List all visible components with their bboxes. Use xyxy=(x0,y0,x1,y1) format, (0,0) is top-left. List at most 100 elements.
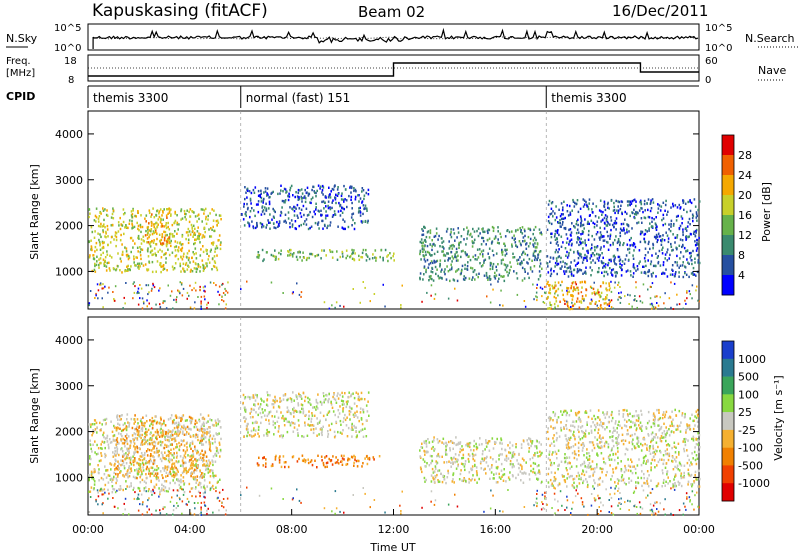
scatter-cell xyxy=(282,455,285,458)
scatter-cell xyxy=(343,403,345,406)
scatter-cell xyxy=(120,418,122,421)
scatter-cell xyxy=(282,394,285,397)
scatter-cell xyxy=(315,405,318,408)
scatter-cell xyxy=(583,227,585,230)
scatter-cell xyxy=(633,265,635,269)
scatter-cell xyxy=(166,216,168,219)
scatter-cell xyxy=(186,252,189,255)
scatter-cell xyxy=(350,428,353,431)
scatter-cell xyxy=(133,463,135,467)
scatter-cell xyxy=(685,250,687,253)
scatter-cell xyxy=(614,275,617,278)
nave-tick-top: 60 xyxy=(705,56,718,67)
scatter-cell xyxy=(215,454,218,457)
scatter-cell xyxy=(534,256,537,259)
scatter-cell xyxy=(112,438,115,441)
scatter-cell xyxy=(644,260,647,263)
scatter-cell xyxy=(104,418,106,421)
scatter-cell xyxy=(162,431,164,434)
scatter-cell xyxy=(508,230,511,234)
scatter-cell xyxy=(118,467,120,470)
scatter-cell xyxy=(114,450,116,453)
scatter-cell xyxy=(136,476,138,480)
scatter-cell xyxy=(140,238,143,241)
scatter-cell xyxy=(149,233,151,237)
scatter-cell xyxy=(620,291,622,294)
scatter-cell xyxy=(471,240,474,243)
scatter-cell xyxy=(282,292,284,294)
scatter-cell xyxy=(360,397,362,401)
scatter-cell xyxy=(196,421,198,424)
scatter-cell xyxy=(246,202,248,206)
scatter-cell xyxy=(131,434,134,437)
scatter-cell xyxy=(103,264,106,267)
scatter-cell xyxy=(472,276,474,279)
scatter-cell xyxy=(153,286,156,289)
scatter-cell xyxy=(203,289,205,292)
scatter-cell xyxy=(94,297,96,299)
scatter-cell xyxy=(486,229,489,233)
scatter-cell xyxy=(453,232,456,235)
scatter-cell xyxy=(107,235,109,238)
scatter-cell xyxy=(423,258,426,261)
scatter-cell xyxy=(315,195,317,198)
scatter-cell xyxy=(134,433,137,436)
scatter-cell xyxy=(139,265,141,268)
scatter-cell xyxy=(339,419,342,423)
scatter-cell xyxy=(345,463,347,466)
scatter-cell xyxy=(449,268,451,272)
scatter-cell xyxy=(215,266,218,269)
scatter-cell xyxy=(153,440,155,444)
scatter-cell xyxy=(181,282,183,285)
scatter-cell xyxy=(649,297,652,300)
scatter-cell xyxy=(98,471,100,475)
scatter-cell xyxy=(161,434,164,437)
scatter-cell xyxy=(515,476,517,480)
scatter-cell xyxy=(401,284,403,287)
scatter-cell xyxy=(435,232,438,235)
scatter-cell xyxy=(429,229,432,232)
scatter-cell xyxy=(579,224,582,228)
scatter-cell xyxy=(302,204,305,208)
scatter-cell xyxy=(166,240,168,244)
scatter-cell xyxy=(619,262,621,265)
scatter-cell xyxy=(128,485,131,488)
scatter-cell xyxy=(114,454,116,457)
scatter-cell xyxy=(585,244,587,247)
scatter-cell xyxy=(424,453,426,456)
scatter-cell xyxy=(606,230,608,234)
scatter-cell xyxy=(364,220,367,223)
scatter-cell xyxy=(647,208,649,212)
scatter-cell xyxy=(205,459,208,463)
scatter-cell xyxy=(298,457,300,461)
scatter-cell xyxy=(566,237,569,240)
scatter-cell xyxy=(431,440,434,443)
scatter-cell xyxy=(204,290,206,293)
scatter-cell xyxy=(203,423,205,426)
scatter-cell xyxy=(112,455,115,458)
scatter-cell xyxy=(121,250,124,254)
scatter-cell xyxy=(550,269,552,272)
scatter-cell xyxy=(252,188,255,192)
scatter-cell xyxy=(193,211,195,214)
scatter-cell xyxy=(102,283,104,286)
scatter-cell xyxy=(589,266,592,269)
scatter-cell xyxy=(350,198,352,201)
scatter-cell xyxy=(577,286,579,289)
scatter-cell xyxy=(200,300,202,303)
scatter-cell xyxy=(335,401,338,404)
scatter-cell xyxy=(519,256,521,259)
scatter-cell xyxy=(94,230,96,233)
scatter-cell xyxy=(102,287,105,290)
scatter-cell xyxy=(651,220,653,223)
scatter-cell xyxy=(157,250,159,253)
scatter-cell xyxy=(244,186,246,189)
scatter-cell xyxy=(220,426,222,429)
scatter-cell xyxy=(144,462,147,465)
scatter-cell xyxy=(651,225,654,228)
scatter-cell xyxy=(694,235,697,238)
scatter-cell xyxy=(559,219,561,222)
scatter-cell xyxy=(125,425,128,428)
scatter-cell xyxy=(433,436,435,439)
scatter-cell xyxy=(569,307,572,310)
